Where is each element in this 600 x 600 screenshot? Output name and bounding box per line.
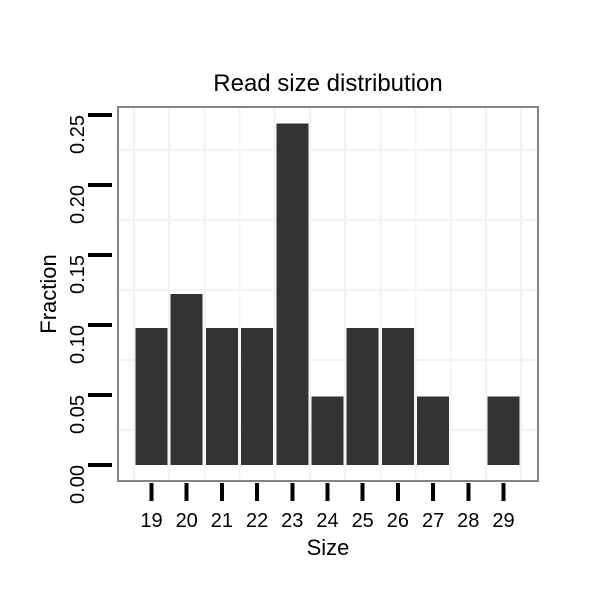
y-axis-ticks [88, 113, 112, 467]
bar-23 [276, 123, 309, 466]
bar-24 [311, 396, 344, 465]
bars [135, 123, 520, 466]
y-axis-title: Fraction [36, 254, 61, 333]
bar-20 [170, 294, 203, 465]
plot-panel-border [117, 106, 539, 482]
x-axis-ticks [149, 483, 506, 501]
x-tick-label-26: 26 [387, 510, 409, 532]
x-tick-label-28: 28 [457, 510, 479, 532]
x-tick-label-24: 24 [316, 510, 338, 532]
x-axis-tick-labels: 19 20 21 22 23 24 25 26 27 28 29 [140, 510, 514, 532]
y-tick-label-0.00: 0.00 [67, 465, 89, 504]
bar-29 [487, 396, 520, 465]
bar-21 [205, 327, 238, 465]
gridlines [118, 107, 538, 481]
x-tick-label-19: 19 [140, 510, 162, 532]
y-axis-tick-labels: 0.00 0.05 0.10 0.15 0.20 0.25 [67, 115, 89, 504]
x-tick-label-27: 27 [422, 510, 444, 532]
bar-22 [241, 327, 274, 465]
y-tick-label-0.20: 0.20 [67, 185, 89, 224]
bar-27 [417, 396, 450, 465]
x-tick-label-23: 23 [281, 510, 303, 532]
bar-25 [346, 327, 379, 465]
x-axis-title: Size [307, 535, 350, 560]
y-tick-label-0.15: 0.15 [67, 255, 89, 294]
x-tick-label-22: 22 [246, 510, 268, 532]
y-tick-label-0.05: 0.05 [67, 395, 89, 434]
bar-26 [381, 327, 414, 465]
x-tick-label-21: 21 [211, 510, 233, 532]
bar-19 [135, 327, 168, 465]
y-tick-label-0.10: 0.10 [67, 325, 89, 364]
x-tick-label-20: 20 [176, 510, 198, 532]
chart-title: Read size distribution [213, 70, 442, 97]
x-tick-label-25: 25 [352, 510, 374, 532]
x-tick-label-29: 29 [492, 510, 514, 532]
y-tick-label-0.25: 0.25 [67, 115, 89, 154]
